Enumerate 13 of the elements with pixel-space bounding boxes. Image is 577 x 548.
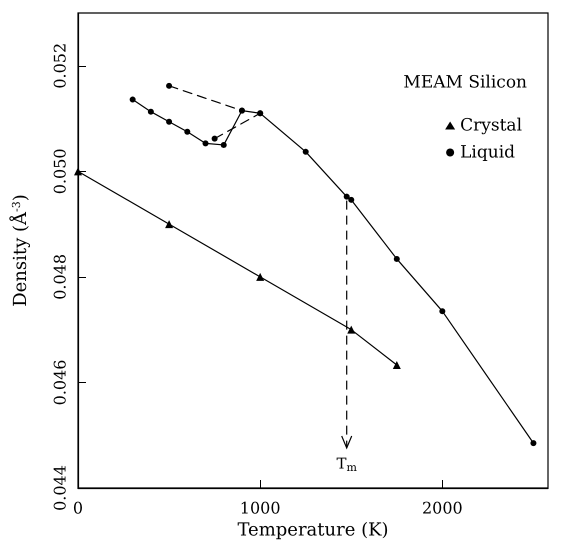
x-tick-label: 2000 [422,498,463,518]
legend-label: Crystal [460,116,522,136]
y-tick-label: 0.046 [50,360,70,406]
x-tick-label: 0 [72,498,84,518]
x-axis-title: Temperature (K) [237,520,389,540]
y-tick-label: 0.044 [50,465,70,511]
y-axis-title: Density (Å-3) [9,194,31,307]
y-tick-label: 0.050 [50,148,70,194]
legend-title: MEAM Silicon [403,72,528,92]
x-tick-label: 1000 [240,498,281,518]
y-tick-label: 0.052 [50,42,70,89]
legend-label: Liquid [460,142,516,162]
y-tick-label: 0.048 [50,254,70,300]
